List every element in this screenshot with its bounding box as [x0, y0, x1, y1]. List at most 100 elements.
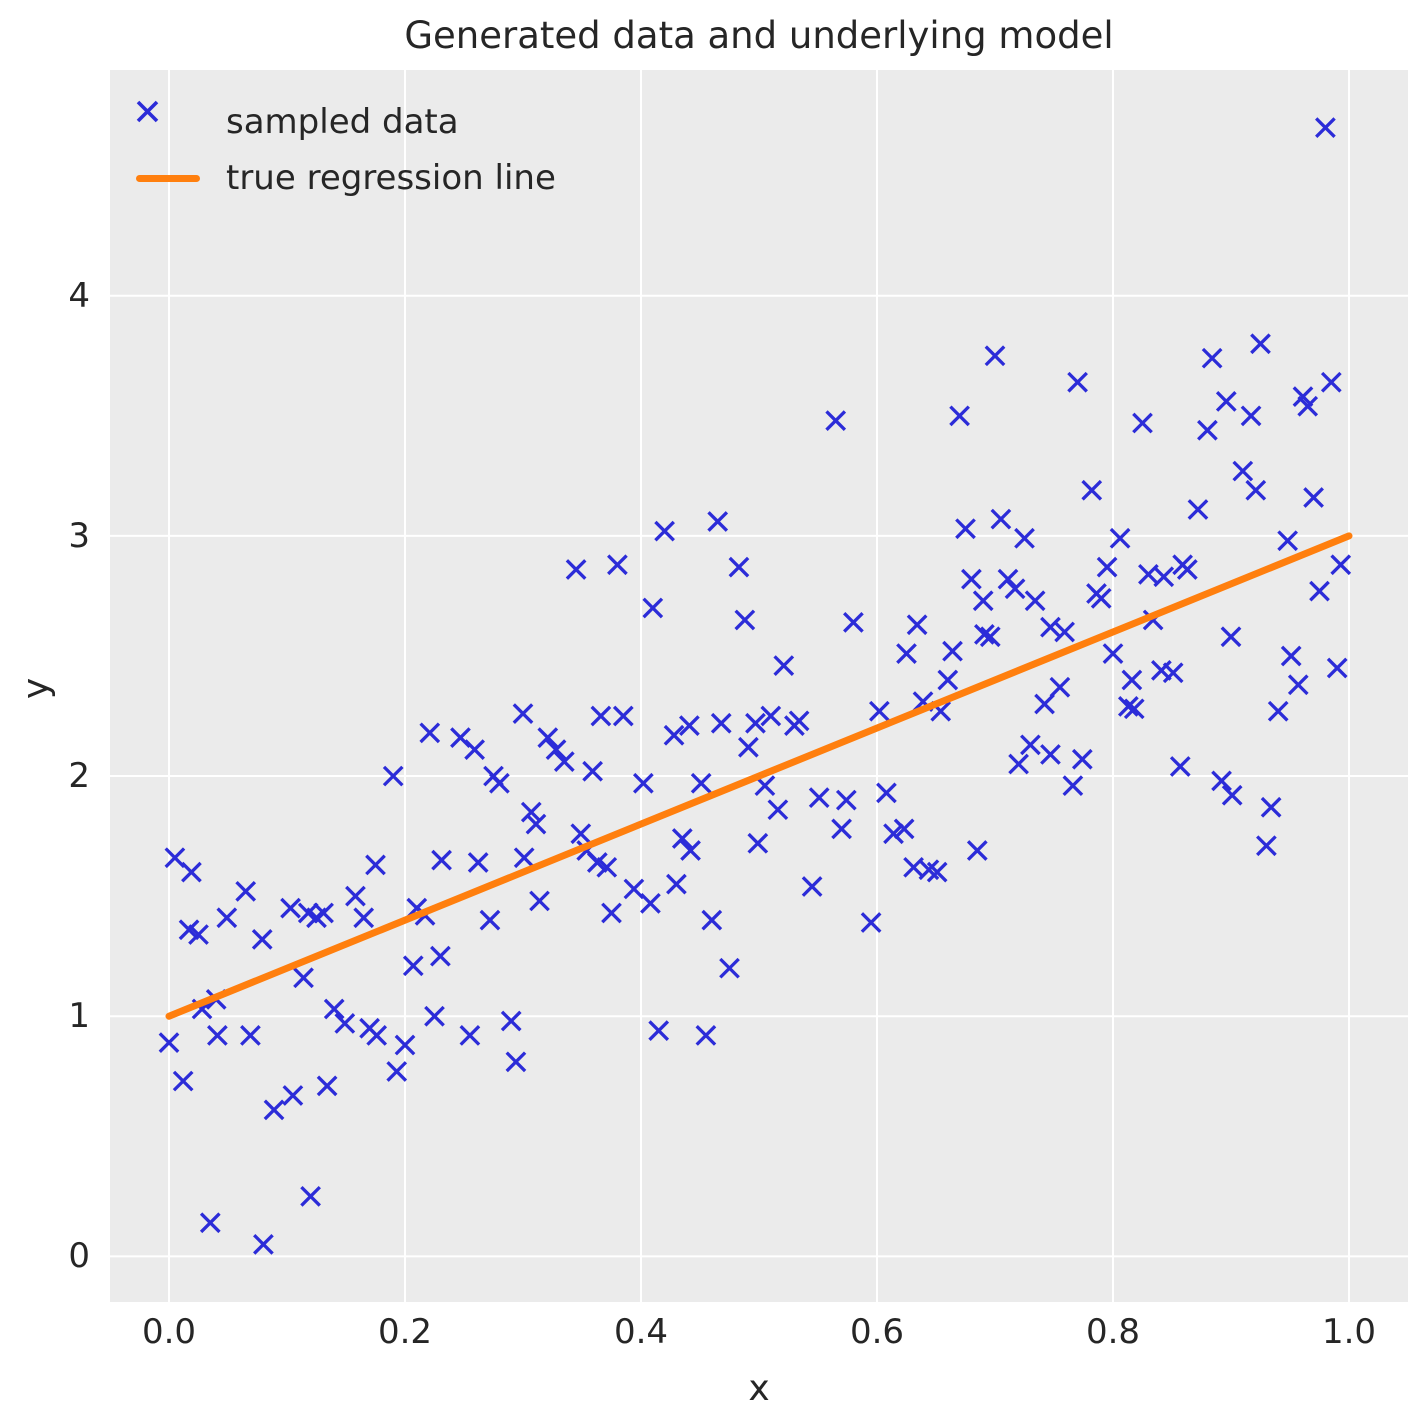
legend-swatch	[134, 174, 202, 182]
scatter-point	[690, 772, 712, 794]
scatter-point	[251, 928, 273, 950]
y-tick-label: 3	[68, 515, 90, 556]
scatter-point	[282, 1085, 304, 1106]
scatter-point	[1201, 347, 1223, 369]
x-axis-label: x	[748, 1368, 770, 1409]
legend-item-sampled-data: sampled data	[134, 98, 556, 146]
scatter-point	[984, 345, 1006, 367]
scatter-point	[1054, 621, 1075, 643]
scatter-point	[1132, 412, 1153, 434]
scatter-point	[172, 1070, 194, 1092]
scatter-point	[253, 1233, 274, 1255]
scatter-point	[747, 832, 769, 854]
scatter-point	[1187, 499, 1209, 520]
scatter-point	[1267, 700, 1289, 722]
scatter-point	[459, 1025, 481, 1046]
scatter-point	[164, 847, 186, 869]
y-tick-label: 4	[68, 275, 90, 316]
scatter-point	[876, 782, 897, 804]
scatter-point	[896, 643, 917, 664]
scatter-point	[990, 508, 1012, 530]
legend-item-regression-line: true regression line	[134, 154, 556, 202]
scatter-point	[545, 739, 567, 761]
scatter-point	[883, 823, 904, 845]
scatter-point	[300, 1185, 321, 1207]
scatter-point	[1062, 775, 1084, 797]
scatter-point	[680, 840, 701, 861]
scatter-point	[505, 1051, 527, 1073]
scatter-point	[382, 765, 404, 787]
scatter-point	[158, 1032, 180, 1053]
scatter-point	[949, 405, 970, 427]
scatter-point	[1250, 333, 1271, 355]
scatter-point	[601, 902, 622, 924]
legend-label: sampled data	[226, 102, 459, 142]
scatter-point	[188, 924, 209, 945]
scatter-point	[961, 568, 982, 590]
scatter-point	[596, 856, 618, 878]
scatter-point	[654, 520, 675, 542]
y-tick-label: 2	[68, 756, 90, 797]
scatter-point	[868, 700, 890, 722]
scatter-point	[801, 876, 823, 897]
scatter-point	[808, 787, 830, 809]
scatter-point	[607, 554, 628, 576]
scatter-point	[1040, 744, 1061, 765]
scatter-point	[1121, 669, 1143, 691]
x-tick-label: 0.0	[141, 1312, 197, 1352]
scatter-point	[489, 772, 510, 794]
scatter-point	[972, 590, 994, 612]
scatter-point	[1287, 674, 1309, 696]
scatter-point	[240, 1025, 261, 1046]
legend: sampled data true regression line	[134, 98, 556, 210]
scatter-point	[1256, 835, 1277, 857]
x-tick-label: 1.0	[1321, 1312, 1377, 1352]
scatter-point	[512, 703, 534, 724]
scatter-point	[313, 902, 334, 924]
line-swatch-icon	[136, 174, 200, 182]
scatter-point	[671, 828, 693, 849]
scatter-point	[745, 712, 766, 734]
scatter-point	[955, 518, 976, 540]
scatter-point	[334, 1013, 356, 1034]
scatter-point	[843, 611, 864, 633]
scatter-point	[365, 854, 386, 876]
scatter-point	[345, 885, 366, 907]
scatter-point	[1004, 578, 1026, 600]
scatter-point	[1081, 479, 1103, 501]
scatter-point	[1220, 626, 1242, 648]
scatter-point	[734, 609, 756, 631]
scatter-point	[464, 739, 485, 761]
scatter-point	[926, 861, 948, 883]
scatter-point	[719, 957, 740, 979]
scatter-point	[529, 890, 550, 912]
scatter-point	[707, 511, 729, 532]
scatter-point	[500, 1010, 522, 1032]
scatter-point	[1123, 698, 1145, 720]
scatter-point	[695, 1025, 717, 1046]
scatter-point	[316, 1075, 338, 1097]
scatter-point	[679, 715, 700, 736]
scatter-point	[1326, 657, 1348, 679]
scatter-point	[1049, 676, 1071, 698]
scatter-point	[663, 724, 685, 746]
scatter-point	[537, 727, 559, 749]
scatter-point	[181, 861, 202, 883]
scatter-point	[431, 849, 452, 871]
scatter-point	[1232, 460, 1254, 482]
scatter-point	[1040, 616, 1061, 638]
scatter-point	[1330, 554, 1352, 576]
scatter-plot-canvas	[110, 70, 1408, 1302]
scatter-point	[394, 1034, 416, 1056]
scatter-point	[860, 912, 882, 933]
chart-title: Generated data and underlying model	[404, 14, 1114, 57]
scatter-point	[590, 705, 612, 727]
scatter-point	[293, 967, 314, 989]
scatter-point	[966, 840, 988, 861]
y-tick-label: 1	[68, 996, 90, 1037]
scatter-point	[710, 712, 732, 734]
x-tick-label: 0.2	[377, 1312, 433, 1352]
scatter-point	[1008, 753, 1029, 775]
scatter-point	[280, 897, 301, 919]
